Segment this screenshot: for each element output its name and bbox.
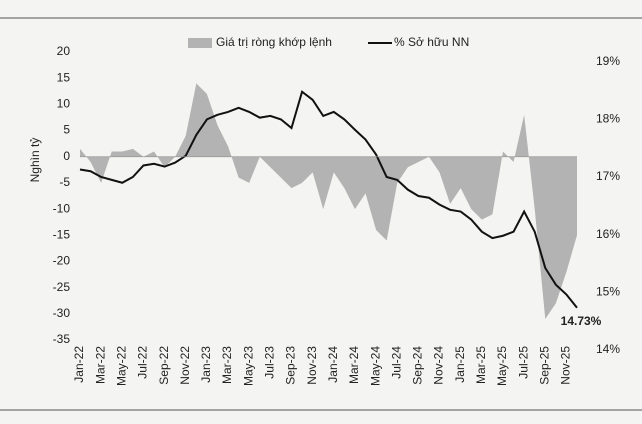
x-tick-label: Jul-25 [516, 346, 530, 379]
x-tick-label: Sep-22 [157, 346, 171, 385]
legend-label: Giá trị ròng khớp lệnh [216, 35, 332, 49]
y-tick-label: -15 [53, 227, 71, 241]
y-tick-label: 5 [63, 123, 70, 137]
y2-tick-label: 17% [596, 169, 620, 183]
x-tick-label: Nov-25 [559, 346, 573, 385]
y-tick-label: 20 [57, 44, 71, 58]
y-tick-label: 0 [63, 149, 70, 163]
data-label: 14.73% [561, 314, 602, 328]
legend-label: % Sở hữu NN [394, 35, 469, 49]
x-tick-label: Sep-24 [411, 346, 425, 385]
area [80, 83, 577, 320]
y2-tick-label: 14% [596, 342, 620, 356]
x-tick-label: Mar-24 [347, 346, 361, 384]
y-axis-label: Nghìn tỷ [28, 138, 42, 183]
legend-swatch [188, 38, 212, 48]
x-tick-label: Jan-23 [199, 346, 213, 383]
x-tick-label: Jan-24 [326, 346, 340, 383]
y-tick-label: 15 [57, 70, 71, 84]
y-tick-label: -20 [53, 254, 71, 268]
y-tick-label: -5 [59, 175, 70, 189]
x-tick-label: Jul-24 [389, 346, 403, 379]
x-tick-label: Jul-22 [136, 346, 150, 379]
x-tick-label: Nov-22 [178, 346, 192, 385]
x-tick-label: May-22 [114, 346, 128, 386]
x-tick-label: Sep-23 [284, 346, 298, 385]
y2-tick-label: 18% [596, 112, 620, 126]
y2-tick-label: 15% [596, 284, 620, 298]
x-tick-label: Jan-22 [72, 346, 86, 383]
y-tick-label: -35 [53, 332, 71, 346]
y-tick-label: -25 [53, 280, 71, 294]
y-tick-label: 10 [57, 97, 71, 111]
x-tick-label: Nov-24 [432, 346, 446, 385]
x-tick-label: May-25 [495, 346, 509, 386]
y-tick-label: -10 [53, 201, 71, 215]
y2-tick-label: 19% [596, 54, 620, 68]
x-tick-label: Mar-22 [93, 346, 107, 384]
x-tick-label: Sep-25 [537, 346, 551, 385]
y-tick-label: -30 [53, 306, 71, 320]
x-tick-label: Nov-23 [305, 346, 319, 385]
x-tick-label: Mar-23 [220, 346, 234, 384]
x-tick-label: Mar-25 [474, 346, 488, 384]
x-tick-label: May-23 [241, 346, 255, 386]
y2-tick-label: 16% [596, 227, 620, 241]
line [79, 90, 578, 309]
x-tick-label: May-24 [368, 346, 382, 386]
x-tick-label: Jan-25 [453, 346, 467, 383]
x-tick-label: Jul-23 [263, 346, 277, 379]
